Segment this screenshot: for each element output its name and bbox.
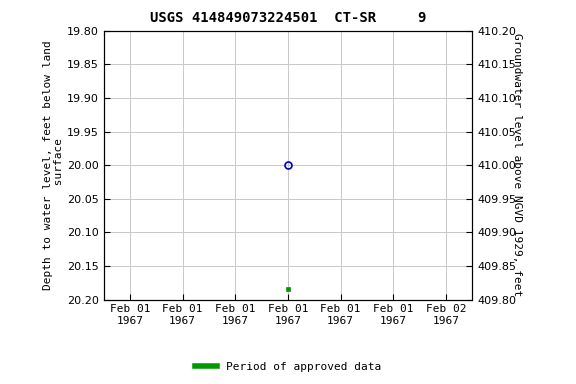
Legend: Period of approved data: Period of approved data — [191, 358, 385, 377]
Title: USGS 414849073224501  CT-SR     9: USGS 414849073224501 CT-SR 9 — [150, 12, 426, 25]
Y-axis label: Groundwater level above NGVD 1929, feet: Groundwater level above NGVD 1929, feet — [511, 33, 522, 297]
Y-axis label: Depth to water level, feet below land
 surface: Depth to water level, feet below land su… — [43, 40, 64, 290]
